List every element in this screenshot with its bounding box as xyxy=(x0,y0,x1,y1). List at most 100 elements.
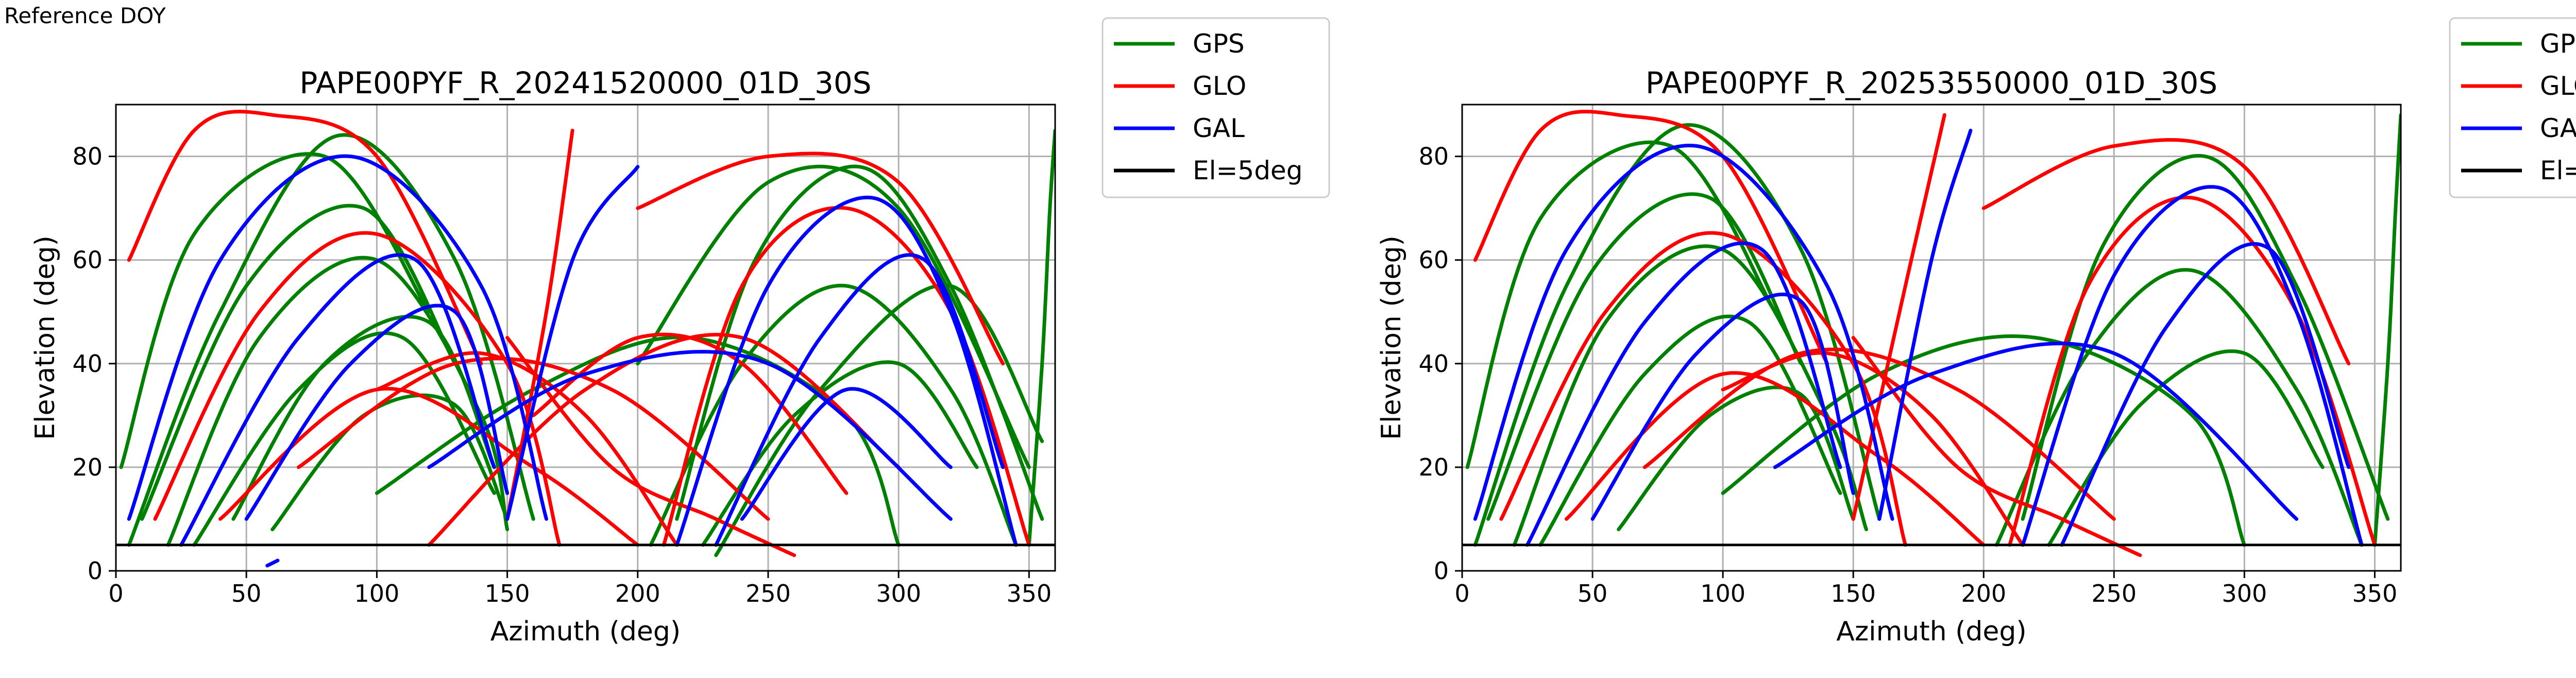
series-gal xyxy=(127,154,1018,568)
legend-label: GAL xyxy=(1193,113,1245,143)
y-tick-label: 40 xyxy=(72,350,103,378)
x-tick-label: 100 xyxy=(1700,580,1745,607)
satellite-track xyxy=(1721,351,2025,547)
x-axis-label: Azimuth (deg) xyxy=(490,616,681,647)
legend-label: GAL xyxy=(2540,113,2576,143)
satellite-track xyxy=(1564,371,1986,547)
satellite-track xyxy=(505,165,640,521)
satellite-track xyxy=(127,110,483,366)
satellite-track xyxy=(1617,385,1855,532)
x-tick-label: 250 xyxy=(2091,580,2137,607)
legend-label: GPS xyxy=(2540,29,2576,59)
satellite-track xyxy=(1499,231,1907,547)
x-tick-label: 50 xyxy=(1578,580,1608,607)
chart-title: PAPE00PYF_R_20241520000_01D_30S xyxy=(299,65,871,100)
axes-frame xyxy=(1461,104,2402,572)
series-gal xyxy=(1473,128,2364,547)
satellite-track xyxy=(231,315,496,521)
satellite-track xyxy=(127,133,535,547)
satellite-track xyxy=(1465,140,1777,469)
satellite-track xyxy=(1473,110,1829,366)
satellite-track xyxy=(1981,138,2351,366)
satellite-track xyxy=(140,204,457,521)
chart-panel-right: 0 50 100 150 200 250 300 350 0 20 40 60 80 PAPE00PYF_… xyxy=(1376,17,2576,647)
satellite-track xyxy=(265,558,280,568)
x-tick-label: 300 xyxy=(876,580,921,607)
satellite-track xyxy=(505,336,796,557)
axes-frame xyxy=(115,104,1056,572)
plot-area xyxy=(119,110,1055,568)
y-tick-label: 60 xyxy=(72,246,103,274)
chart-panel-left: 0 50 100 150 200 250 300 350 0 20 40 60 80 PAPE00PYF_… xyxy=(30,17,1330,647)
y-tick-label: 80 xyxy=(1418,143,1449,171)
satellite-track xyxy=(179,253,496,547)
y-axis-label: Elevation (deg) xyxy=(1376,235,1407,440)
satellite-track xyxy=(636,164,1031,469)
satellite-track xyxy=(714,253,1005,547)
x-tick-label: 150 xyxy=(485,580,530,607)
satellite-track xyxy=(2047,349,2325,547)
satellite-track xyxy=(714,283,1044,557)
satellite-track xyxy=(244,303,510,521)
legend-box xyxy=(2449,17,2576,198)
satellite-track xyxy=(270,393,510,532)
satellite-track xyxy=(649,283,1018,547)
satellite-track xyxy=(153,231,562,547)
figure-suptitle: Reference DOY xyxy=(4,3,166,28)
satellite-track xyxy=(1851,336,2142,557)
y-tick-label: 0 xyxy=(1434,557,1449,585)
x-tick-label: 150 xyxy=(1831,580,1876,607)
satellite-track xyxy=(740,387,953,521)
satellite-track xyxy=(2021,154,2390,521)
plot-area xyxy=(1465,110,2401,557)
satellite-track xyxy=(2060,242,2351,547)
satellite-track xyxy=(1590,292,1855,521)
x-tick-label: 50 xyxy=(231,580,262,607)
satellite-track xyxy=(427,350,953,521)
y-tick-label: 20 xyxy=(1418,453,1449,481)
chart-title: PAPE00PYF_R_20253550000_01D_30S xyxy=(1646,65,2217,100)
satellite-track xyxy=(1642,347,2116,521)
legend-box xyxy=(1101,17,1330,198)
x-axis-label: Azimuth (deg) xyxy=(1836,616,2026,647)
series-glo xyxy=(1473,110,2377,557)
satellite-track xyxy=(1526,241,1842,547)
satellite-track xyxy=(701,360,979,547)
satellite-track xyxy=(1486,192,1803,521)
legend: GPS GLO GAL El=5deg xyxy=(1101,17,1330,198)
legend-label: GLO xyxy=(1193,71,1246,101)
satellite-track xyxy=(505,128,574,521)
legend-label: El=5deg xyxy=(1193,156,1302,185)
satellite-track xyxy=(2372,113,2401,547)
satellite-track xyxy=(636,151,1005,366)
series-gps xyxy=(119,128,1055,557)
satellite-track xyxy=(1773,342,2299,521)
legend: GPS GLO GAL El=5deg xyxy=(2449,17,2576,198)
satellite-track xyxy=(1473,144,1894,521)
satellite-track xyxy=(1538,314,1842,547)
satellite-track xyxy=(1851,113,1946,521)
satellite-track xyxy=(2021,185,2364,547)
legend-label: GPS xyxy=(1193,29,1245,59)
x-tick-label: 250 xyxy=(745,580,791,607)
legend-label: GLO xyxy=(2540,71,2576,101)
y-tick-label: 40 xyxy=(1418,350,1449,378)
x-tick-label: 0 xyxy=(1454,580,1469,607)
satellite-track xyxy=(1995,268,2364,547)
x-tick-label: 200 xyxy=(1961,580,2006,607)
satellite-track xyxy=(297,357,770,521)
satellite-track xyxy=(675,195,1018,547)
satellite-track xyxy=(1027,128,1055,547)
x-tick-label: 0 xyxy=(108,580,123,607)
satellite-track xyxy=(127,154,548,521)
y-tick-label: 0 xyxy=(88,557,103,585)
y-axis-label: Elevation (deg) xyxy=(30,235,61,440)
x-tick-label: 300 xyxy=(2222,580,2267,607)
satellite-track xyxy=(662,206,1031,547)
y-tick-label: 20 xyxy=(72,453,103,481)
x-tick-label: 350 xyxy=(2352,580,2397,607)
satellite-track xyxy=(119,152,431,469)
x-tick-label: 200 xyxy=(615,580,660,607)
y-tick-label: 60 xyxy=(1418,246,1449,274)
